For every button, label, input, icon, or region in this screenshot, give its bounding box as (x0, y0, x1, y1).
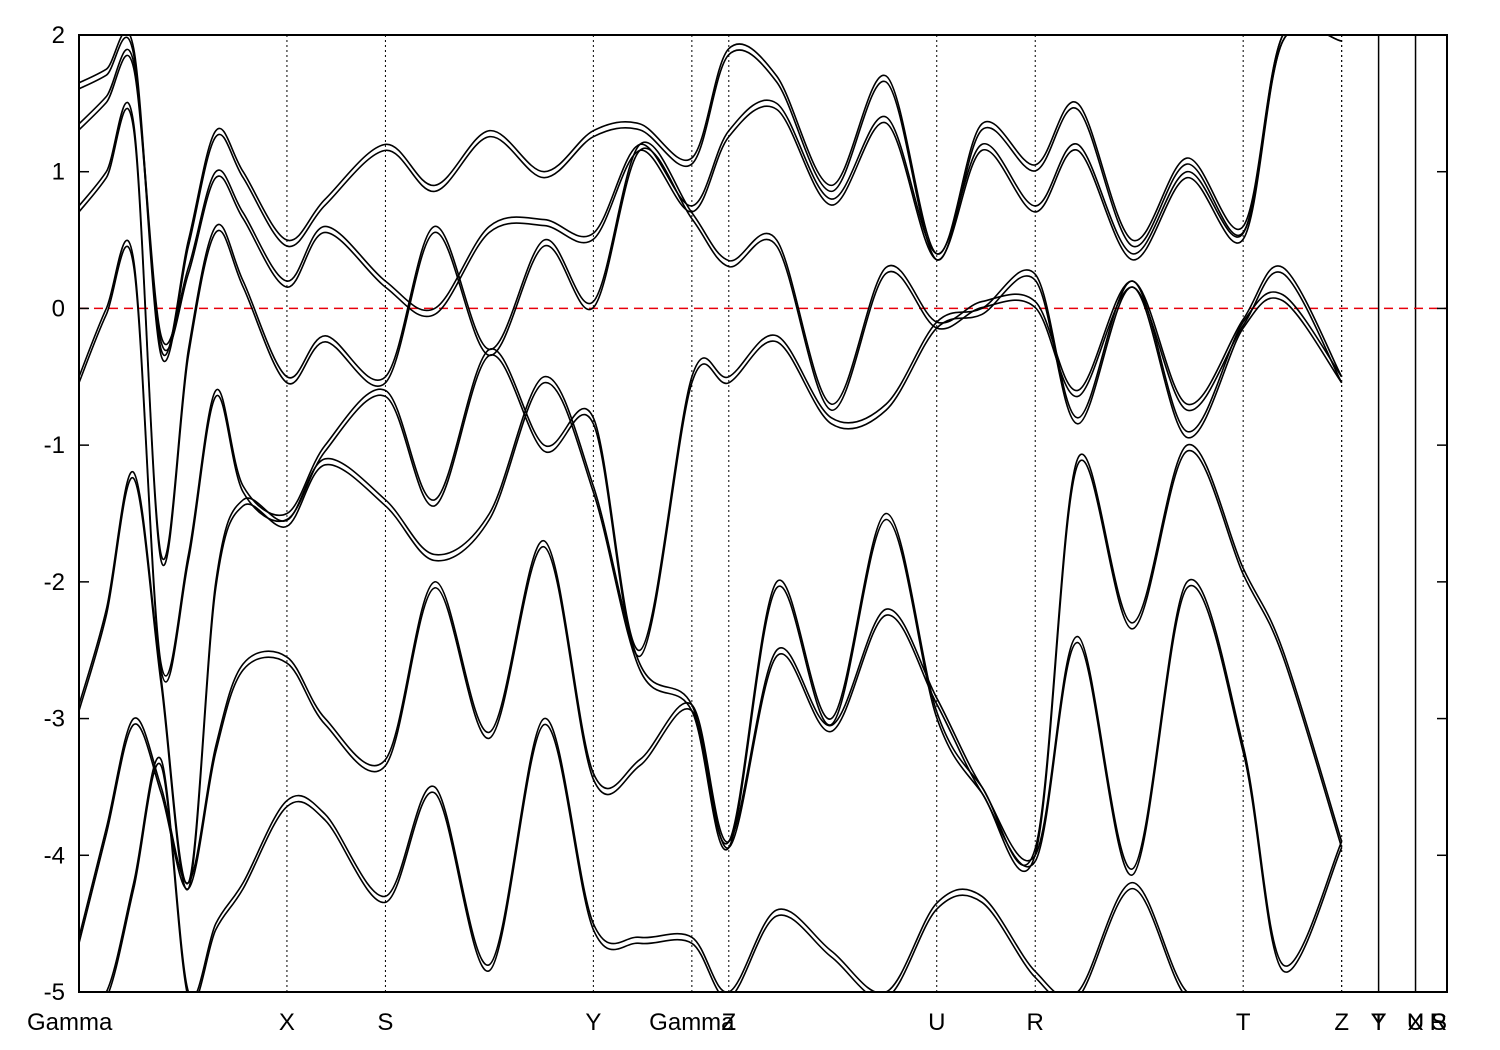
x-tick-label: R (1430, 1009, 1447, 1036)
x-tick-label: U (1407, 1009, 1424, 1036)
x-tick-label: Z (1334, 1009, 1349, 1036)
x-tick-label: X (1408, 1009, 1424, 1036)
x-tick-label: Y (1371, 1009, 1387, 1036)
x-tick-label: R (1027, 1009, 1044, 1036)
high-symmetry-lines (286, 35, 1417, 992)
y-tick-label: -5 (44, 979, 65, 1006)
y-tick-label: 2 (52, 22, 65, 49)
band-line-1 (79, 35, 1342, 357)
band-line-5 (79, 375, 1343, 885)
x-tick-label: T (1236, 1009, 1251, 1036)
band-line-7 (79, 717, 1342, 992)
x-tick-label: S (1431, 1009, 1447, 1036)
plot-frame (78, 34, 1448, 993)
x-tick-label: U (928, 1009, 945, 1036)
x-tick-label: X (279, 1009, 295, 1036)
band-line-6 (79, 540, 1343, 967)
y-axis: -5 -4 -3 -2 -1 0 1 2 (44, 22, 1447, 1006)
band-line-7-split (108, 723, 1184, 992)
x-tick-label: Gamma (27, 1009, 113, 1036)
band-line-4 (79, 239, 1343, 677)
x-tick-label: Gamma (649, 1009, 735, 1036)
band-line-1-split (79, 35, 1342, 363)
band-line-4-split (79, 245, 1343, 683)
y-tick-label: -2 (44, 569, 65, 596)
y-tick-label: 0 (52, 295, 65, 322)
y-tick-label: -3 (44, 706, 65, 733)
band-line-2-split (79, 35, 1342, 352)
x-tick-label: S (377, 1009, 393, 1036)
band-line-5-split (79, 381, 1343, 891)
y-tick-label: 1 (52, 159, 65, 186)
band-series (79, 35, 1343, 992)
y-tick-label: -4 (44, 842, 65, 869)
x-tick-label: T (1371, 1009, 1386, 1036)
y-tick-label: -1 (44, 432, 65, 459)
band-line-6-split (79, 546, 1343, 973)
band-line-3-split (79, 107, 1343, 566)
x-tick-label: Z (721, 1009, 736, 1036)
x-tick-label: Y (585, 1009, 601, 1036)
